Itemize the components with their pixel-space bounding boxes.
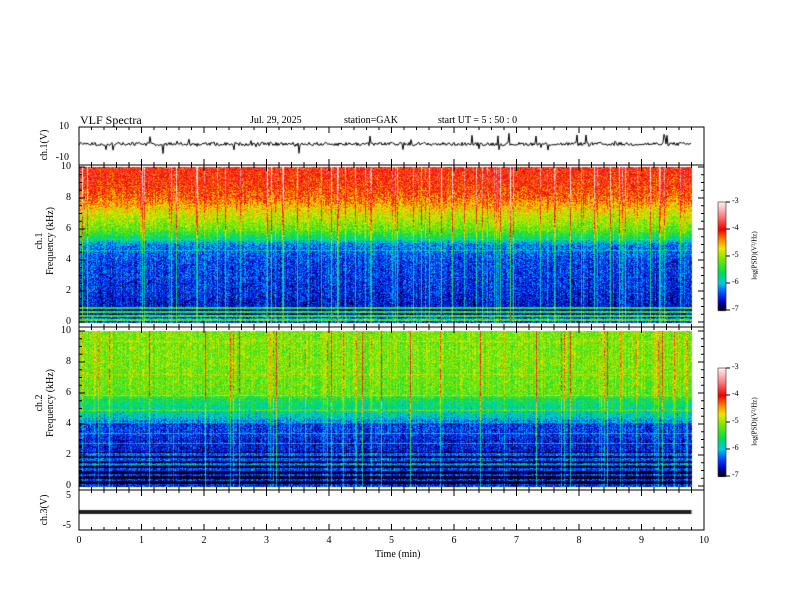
freq-ytick-label: 2 [66, 449, 71, 460]
freq-ytick-label: 8 [66, 356, 71, 367]
colorbar-tick-label: -5 [732, 250, 739, 259]
colorbar-tick-label: -4 [732, 389, 739, 398]
colorbar-tick-label: -5 [732, 416, 739, 425]
start-time-label: start UT = 5 : 50 : 0 [438, 115, 518, 126]
x-tick-label: 1 [139, 535, 144, 546]
freq-ytick-label: 8 [66, 192, 71, 203]
ch3-ytick-label: -5 [62, 520, 71, 531]
freq-ytick-label: 10 [61, 325, 71, 336]
colorbar-tick-label: -3 [732, 196, 739, 205]
ch1-freq-ylabel-line1: ch.1 [34, 232, 45, 250]
x-axis-label: Time (min) [375, 549, 421, 560]
ch1-freq-ylabel-line2: Frequency (kHz) [45, 206, 56, 276]
freq-ytick-label: 0 [66, 480, 71, 491]
panel-frame-3 [78, 326, 705, 491]
station-label: station=GAK [344, 115, 398, 126]
x-tick-label: 0 [76, 535, 82, 546]
colorbar-tick-label: -4 [732, 223, 739, 232]
freq-ytick-label: 0 [66, 316, 71, 327]
colorbar-tick-label: -7 [732, 304, 739, 313]
colorbar-tick-label: -7 [732, 470, 739, 479]
ch2-freq-ylabel-line2: Frequency (kHz) [45, 368, 56, 438]
x-tick-label: 5 [389, 535, 394, 546]
x-tick-label: 4 [326, 535, 332, 546]
ch1-ytick-label: -10 [55, 152, 69, 163]
panel-frame-2 [78, 164, 705, 328]
x-tick-label: 2 [201, 535, 207, 546]
ch2-freq-ylabel: ch.2 Frequency (kHz) [34, 353, 56, 453]
x-tick-label: 10 [699, 535, 709, 546]
freq-ytick-label: 4 [66, 254, 71, 265]
colorbar-2 [717, 367, 727, 477]
x-tick-label: 6 [451, 535, 457, 546]
freq-ytick-label: 6 [66, 223, 71, 234]
colorbar-tick-label: -3 [732, 362, 739, 371]
x-tick-label: 9 [639, 535, 644, 546]
date-label: Jul. 29, 2025 [250, 115, 302, 126]
colorbar2-label: log(PSD)(V²/Hz) [750, 397, 759, 446]
ch1-ylabel: ch.1(V) [39, 129, 50, 161]
colorbar1-label: log(PSD)(V²/Hz) [750, 231, 759, 280]
ch1-ytick-label: 10 [59, 121, 69, 132]
freq-ytick-label: 4 [66, 418, 71, 429]
ch3-ylabel: ch.3(V) [39, 494, 50, 526]
x-tick-label: 7 [514, 535, 519, 546]
freq-ytick-label: 10 [61, 161, 71, 172]
colorbar-tick-label: -6 [732, 277, 739, 286]
ch2-freq-ylabel-line1: ch.2 [34, 394, 45, 412]
freq-ytick-label: 6 [66, 387, 71, 398]
colorbar-1 [717, 201, 727, 311]
ch1-freq-ylabel: ch.1 Frequency (kHz) [34, 191, 56, 291]
colorbar-tick-label: -6 [732, 443, 739, 452]
x-tick-label: 3 [264, 535, 269, 546]
ch3-ytick-label: 5 [66, 490, 71, 501]
freq-ytick-label: 2 [66, 285, 71, 296]
plot-title: VLF Spectra [80, 113, 142, 127]
x-tick-label: 8 [576, 535, 582, 546]
